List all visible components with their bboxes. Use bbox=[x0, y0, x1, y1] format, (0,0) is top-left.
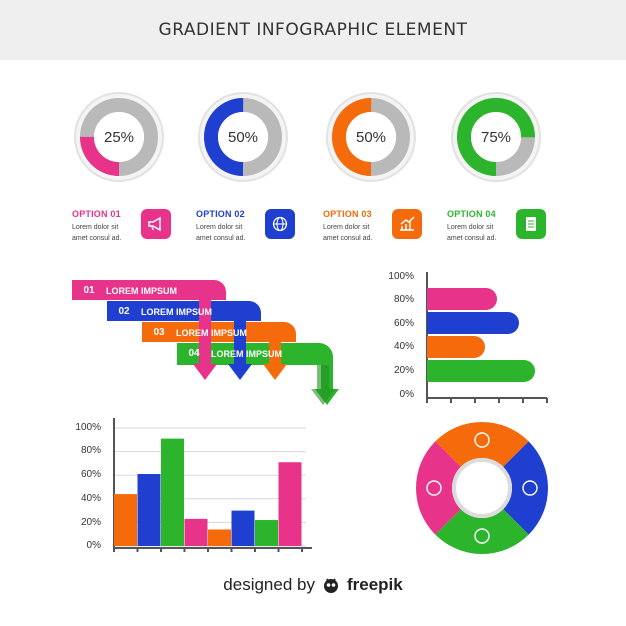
tick-label: 40% bbox=[393, 341, 414, 352]
gauge-ring bbox=[74, 92, 164, 182]
globe-icon bbox=[265, 209, 295, 239]
step-1-arrow bbox=[72, 280, 226, 380]
footer: designed by freepik bbox=[0, 575, 626, 595]
option-desc: Lorem dolor sit amet consul ad. bbox=[447, 224, 497, 242]
header-bar: GRADIENT INFOGRAPHIC ELEMENT bbox=[0, 0, 626, 60]
tick-label: 80% bbox=[393, 294, 414, 305]
option-4: OPTION 04 Lorem dolor sit amet consul ad… bbox=[447, 209, 572, 249]
gauge-label: 50% bbox=[355, 128, 387, 146]
donut-chart bbox=[416, 422, 548, 554]
gauge-label: 50% bbox=[227, 128, 259, 146]
option-3: OPTION 03 Lorem dolor sit amet consul ad… bbox=[323, 209, 448, 249]
step-3: 03 LOREM IMPSUM bbox=[142, 322, 272, 343]
donut-segment bbox=[435, 509, 529, 554]
step-number: 03 bbox=[153, 327, 165, 338]
donut-segment bbox=[435, 422, 529, 467]
hbar-plot bbox=[426, 272, 548, 403]
tick-label: 60% bbox=[80, 469, 101, 480]
gauge-ring bbox=[451, 92, 541, 182]
tick-label: 100% bbox=[75, 422, 101, 433]
bar bbox=[255, 520, 278, 546]
gauge-center bbox=[218, 112, 268, 162]
gauge-label: 75% bbox=[480, 128, 512, 146]
bar bbox=[184, 518, 208, 546]
footer-prefix: designed by bbox=[223, 575, 315, 594]
bar bbox=[114, 494, 137, 546]
gauge-ring bbox=[326, 92, 416, 182]
step-1: 01 LOREM IMPSUM bbox=[72, 280, 202, 301]
step-2-arrow bbox=[107, 301, 261, 380]
chart-icon bbox=[392, 209, 422, 239]
step-number: 04 bbox=[188, 348, 200, 359]
option-title: OPTION 02 bbox=[196, 209, 245, 219]
donut-hole bbox=[452, 458, 512, 518]
tick-label: 100% bbox=[388, 271, 414, 282]
bar bbox=[427, 288, 497, 310]
megaphone-icon bbox=[426, 480, 442, 496]
gauge-fill bbox=[332, 98, 410, 176]
tick-label: 60% bbox=[393, 318, 414, 329]
step-label: LOREM IMPSUM bbox=[106, 285, 177, 296]
donut-segment bbox=[416, 441, 461, 535]
gauge-fill bbox=[204, 98, 282, 176]
step-number: 02 bbox=[118, 306, 130, 317]
option-desc: Lorem dolor sit amet consul ad. bbox=[323, 224, 373, 242]
gauge-fill bbox=[457, 98, 535, 176]
tick-label: 0% bbox=[86, 540, 101, 551]
tick-label: 20% bbox=[80, 517, 101, 528]
bar bbox=[278, 462, 302, 546]
step-number: 01 bbox=[83, 285, 95, 296]
document-icon bbox=[516, 209, 546, 239]
gauge-ring bbox=[198, 92, 288, 182]
bar bbox=[161, 438, 184, 546]
tick-label: 80% bbox=[80, 445, 101, 456]
option-1: OPTION 01 Lorem dolor sit amet consul ad… bbox=[72, 209, 197, 249]
document-icon bbox=[474, 528, 490, 544]
gauge-1: 25% bbox=[74, 92, 164, 182]
tick-label: 20% bbox=[393, 365, 414, 376]
gauge-center bbox=[94, 112, 144, 162]
footer-brand: freepik bbox=[346, 575, 403, 594]
gauge-4: 75% bbox=[451, 92, 541, 182]
option-2: OPTION 02 Lorem dolor sit amet consul ad… bbox=[196, 209, 321, 249]
step-label: LOREM IMPSUM bbox=[176, 327, 247, 338]
bar bbox=[137, 474, 161, 546]
step-2: 02 LOREM IMPSUM bbox=[107, 301, 237, 322]
tick-label: 0% bbox=[399, 389, 414, 400]
globe-icon bbox=[522, 480, 538, 496]
vbar-plot bbox=[113, 418, 312, 552]
freepik-logo-icon bbox=[323, 578, 338, 593]
gauge-center bbox=[346, 112, 396, 162]
gauge-center bbox=[471, 112, 521, 162]
option-desc: Lorem dolor sit amet consul ad. bbox=[196, 224, 246, 242]
option-title: OPTION 01 bbox=[72, 209, 121, 219]
option-desc: Lorem dolor sit amet consul ad. bbox=[72, 224, 122, 242]
gauge-3: 50% bbox=[326, 92, 416, 182]
gauge-label: 25% bbox=[103, 128, 135, 146]
step-label: LOREM IMPSUM bbox=[211, 348, 282, 359]
chart-icon bbox=[474, 432, 490, 448]
bar bbox=[427, 360, 535, 382]
bar bbox=[231, 510, 255, 546]
bar bbox=[427, 336, 485, 358]
step-4: 04 LOREM IMPSUM bbox=[177, 343, 307, 364]
gauge-2: 50% bbox=[198, 92, 288, 182]
gauge-fill bbox=[80, 98, 158, 176]
step-4-arrow bbox=[177, 343, 339, 405]
option-title: OPTION 03 bbox=[323, 209, 372, 219]
bar bbox=[427, 312, 519, 334]
page-title: GRADIENT INFOGRAPHIC ELEMENT bbox=[158, 20, 468, 40]
option-title: OPTION 04 bbox=[447, 209, 496, 219]
donut-segment bbox=[503, 441, 548, 535]
megaphone-icon bbox=[141, 209, 171, 239]
step-3-arrow bbox=[142, 322, 296, 380]
bar bbox=[208, 529, 231, 546]
step-label: LOREM IMPSUM bbox=[141, 306, 212, 317]
tick-label: 40% bbox=[80, 493, 101, 504]
